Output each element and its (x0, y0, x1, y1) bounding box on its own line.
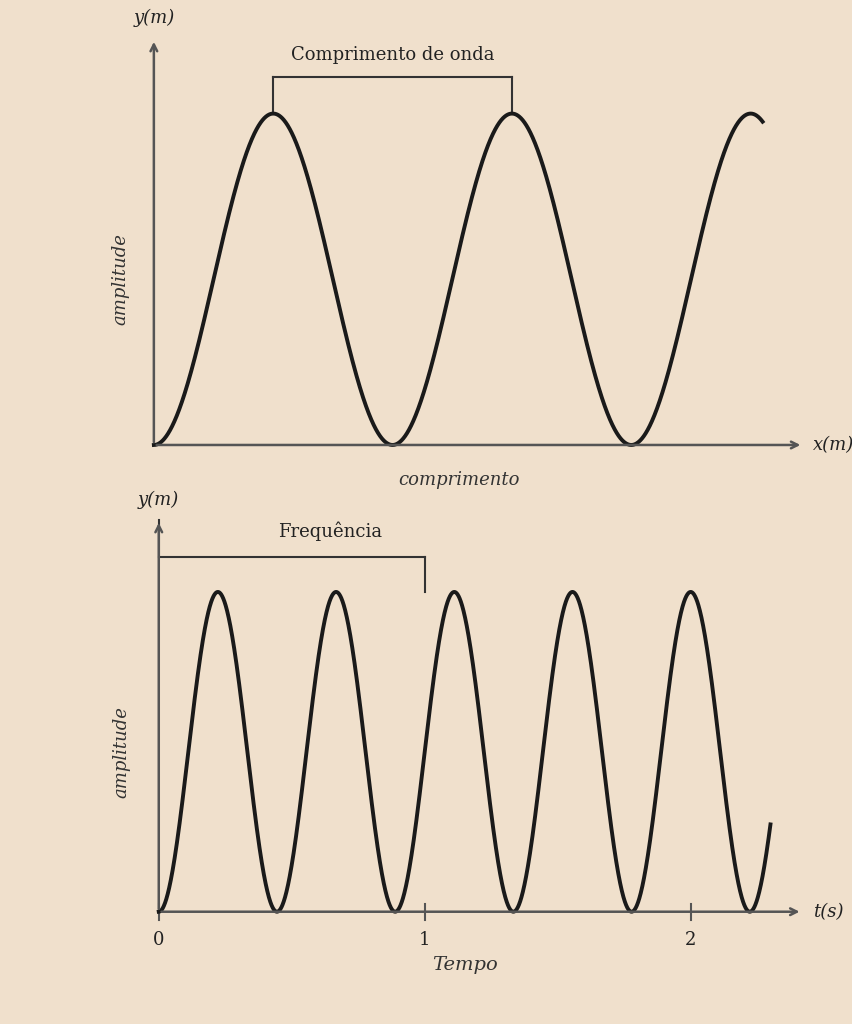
Text: 1: 1 (418, 931, 430, 949)
Text: comprimento: comprimento (398, 471, 520, 489)
Text: amplitude: amplitude (112, 706, 130, 798)
Text: Comprimento de onda: Comprimento de onda (291, 46, 494, 63)
Text: Frequência: Frequência (278, 521, 382, 541)
Text: amplitude: amplitude (112, 233, 130, 326)
Text: 2: 2 (684, 931, 695, 949)
Text: Tempo: Tempo (431, 956, 497, 975)
Text: t(s): t(s) (812, 903, 843, 921)
Text: y(m): y(m) (133, 9, 175, 28)
Text: 0: 0 (153, 931, 164, 949)
Text: x(m): x(m) (812, 436, 852, 454)
Text: y(m): y(m) (138, 490, 179, 509)
